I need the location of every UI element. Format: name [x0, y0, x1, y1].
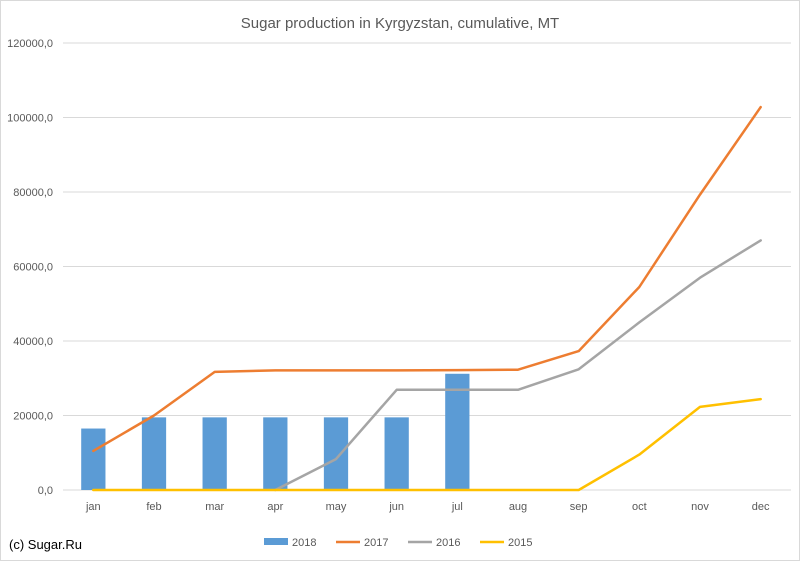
- x-tick-label-dec: dec: [752, 501, 770, 513]
- legend: 2018 2017 2016 2015: [264, 537, 532, 549]
- legend-label-2018: 2018: [292, 537, 316, 549]
- grid-lines: [63, 42, 791, 491]
- bar-series: [81, 373, 470, 490]
- copyright-text: (c) Sugar.Ru: [9, 537, 82, 552]
- legend-label-2015: 2015: [508, 537, 532, 549]
- x-tick-label-nov: nov: [691, 501, 709, 513]
- x-axis-tick-labels: jan feb mar apr may jun jul aug sep oct nov dec: [85, 501, 770, 513]
- bar-2018-jul: [445, 373, 470, 490]
- y-tick-label-5: 100000,0: [7, 113, 53, 125]
- bar-2018-jan: [81, 428, 106, 490]
- x-tick-label-aug: aug: [509, 501, 527, 513]
- x-tick-label-mar: mar: [205, 501, 224, 513]
- bar-2018-mar: [202, 417, 227, 490]
- bar-2018-may: [323, 417, 349, 490]
- y-tick-label-2: 40000,0: [13, 336, 53, 348]
- chart-title: Sugar production in Kyrgyzstan, cumulati…: [241, 15, 559, 32]
- bar-2018-apr: [263, 417, 288, 490]
- x-tick-label-may: may: [326, 501, 347, 513]
- x-tick-label-oct: oct: [632, 501, 647, 513]
- line-series-2015: [92, 397, 762, 492]
- y-tick-label-0: 0,0: [38, 485, 53, 497]
- line-series: [92, 105, 762, 492]
- x-tick-label-jul: jul: [451, 501, 463, 513]
- line-series-2017: [92, 105, 762, 453]
- x-tick-label-jan: jan: [85, 501, 101, 513]
- bar-2018-feb: [141, 417, 167, 490]
- legend-marker-2018: [264, 538, 288, 545]
- y-tick-label-4: 80000,0: [13, 187, 53, 199]
- x-tick-label-sep: sep: [570, 501, 588, 513]
- legend-label-2017: 2017: [364, 537, 388, 549]
- y-axis-tick-labels: 0,0 20000,0 40000,0 60000,0 80000,0 100000,0 1…: [7, 38, 53, 497]
- x-tick-label-apr: apr: [267, 501, 283, 513]
- y-tick-label-1: 20000,0: [13, 411, 53, 423]
- x-tick-label-feb: feb: [146, 501, 161, 513]
- legend-label-2016: 2016: [436, 537, 460, 549]
- x-tick-label-jun: jun: [388, 501, 404, 513]
- y-tick-label-6: 120000,0: [7, 38, 53, 50]
- y-tick-label-3: 60000,0: [13, 262, 53, 274]
- bar-2018-jun: [384, 417, 409, 490]
- line-series-2016: [274, 239, 762, 492]
